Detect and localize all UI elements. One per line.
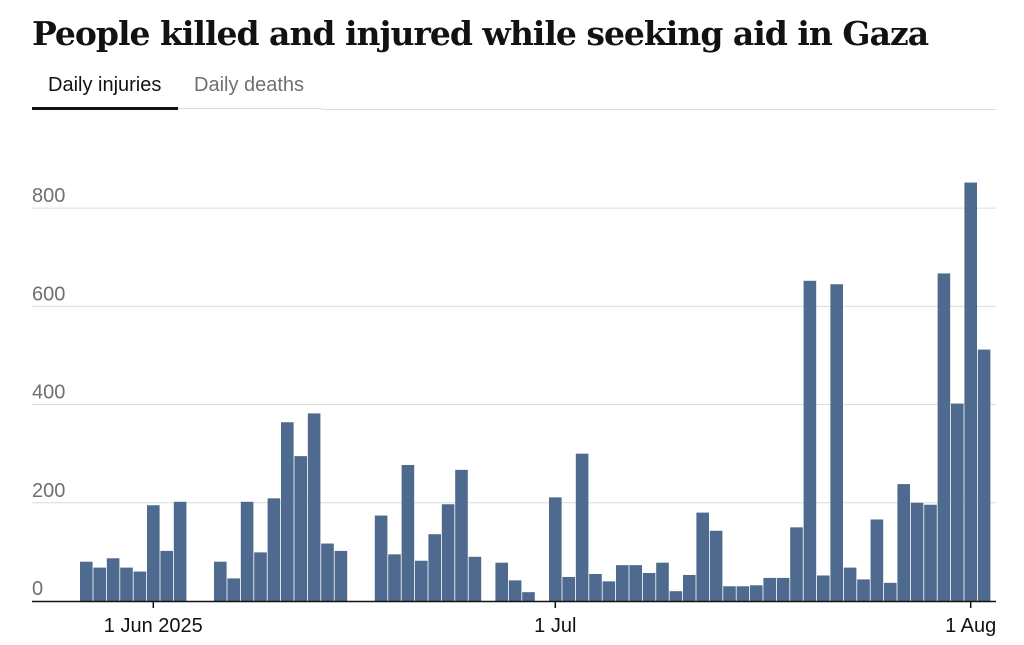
bar [401,464,415,601]
bar [495,562,508,601]
bar [817,575,830,601]
x-tick-label: 1 Jun 2025 [104,615,203,637]
bar [160,550,173,601]
y-tick-label: 800 [32,185,65,207]
bar [307,413,321,601]
tab-bar: Daily injuries Daily deaths [32,64,322,110]
bar [629,565,642,601]
x-axis: 1 Jun 2025 1 Jul 1 Aug [32,600,996,637]
bar [857,579,870,601]
bar [910,502,924,601]
bar [790,527,803,601]
y-tick-label: 0 [32,578,43,600]
bar [709,530,723,601]
bar [723,586,736,601]
bar [147,505,160,601]
bar [267,498,281,601]
bar [951,403,964,601]
bar [120,567,133,601]
bar [656,562,669,601]
tab-divider [178,108,322,109]
bar [683,574,696,601]
y-tick-label: 200 [32,480,65,502]
active-tab-indicator [32,107,178,110]
gridlines [32,207,996,504]
bar [455,469,468,601]
bar [415,560,428,601]
bar [522,592,535,601]
bar [843,567,857,601]
bar [173,501,187,601]
bar [106,558,120,601]
bar [80,561,93,601]
bar [830,284,843,601]
bar [803,280,817,601]
chart-title: People killed and injured while seeking … [32,14,929,53]
bar [776,577,790,601]
bar [227,578,240,601]
bar [214,561,227,601]
bar [589,573,602,601]
tab-daily-injuries[interactable]: Daily injuries [48,74,162,96]
y-tick-label: 400 [32,382,65,404]
bar [575,453,589,601]
bar [334,550,348,601]
bar [321,543,334,601]
bar [696,512,709,601]
bar [281,422,294,601]
bar [508,580,522,601]
bar [924,504,937,601]
bar [884,582,897,601]
bars [80,182,991,601]
y-axis-labels: 0 200 400 600 800 [32,185,65,600]
bar [240,501,254,601]
bar [254,552,267,601]
y-tick-label: 600 [32,283,65,305]
bar [294,456,307,601]
bar [388,554,401,601]
bar [428,534,441,601]
bar [133,571,147,601]
bar [897,484,910,601]
bar [964,182,977,601]
tab-daily-deaths[interactable]: Daily deaths [194,74,305,96]
bar [642,573,656,601]
bar [977,349,991,601]
bar [937,273,951,601]
bar [93,567,106,601]
bar [549,497,562,601]
header-rule [322,109,996,110]
x-tick-label: 1 Aug [945,615,996,637]
bar [441,504,455,601]
bar [616,565,629,601]
x-tick-label: 1 Jul [534,615,576,637]
bar [468,556,482,601]
bar [669,591,683,601]
bar [736,586,750,601]
bar [870,519,884,601]
bar [602,581,616,601]
bar [763,577,776,601]
bar [562,576,575,601]
bar [750,585,763,601]
bar [374,515,388,601]
